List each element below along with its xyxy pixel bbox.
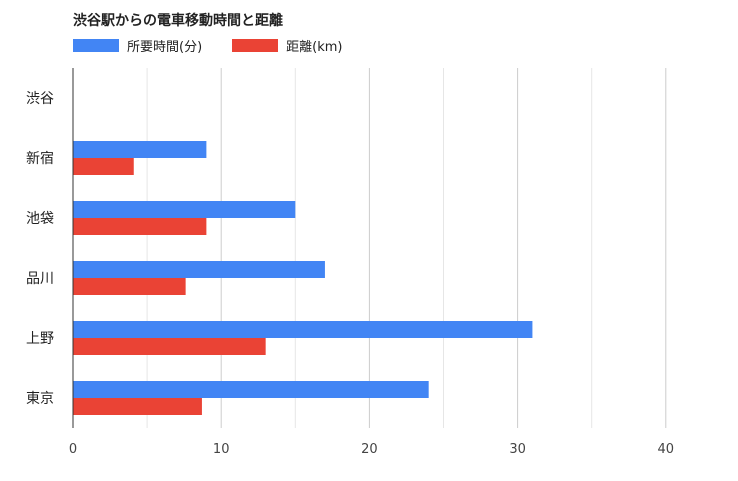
category-label-0: 渋谷: [26, 91, 54, 107]
legend-item-distance[interactable]: 距離(km): [232, 36, 343, 55]
bar-distance-4: [73, 338, 266, 355]
bar-distance-5: [73, 398, 202, 415]
bar-distance-3: [73, 278, 186, 295]
category-label-3: 品川: [26, 271, 54, 287]
category-label-4: 上野: [26, 331, 54, 347]
bar-duration-1: [73, 141, 207, 158]
x-tick-label-0: 0: [69, 442, 77, 457]
bar-duration-2: [73, 201, 296, 218]
x-tick-label-30: 30: [509, 442, 526, 457]
x-tick-label-10: 10: [213, 442, 230, 457]
legend: 所要時間(分) 距離(km): [73, 36, 373, 55]
bar-distance-1: [73, 158, 134, 175]
bar-duration-3: [73, 261, 325, 278]
bar-duration-4: [73, 321, 533, 338]
legend-swatch-distance: [232, 39, 279, 52]
category-label-5: 東京: [26, 391, 54, 407]
legend-label-duration: 所要時間(分): [127, 40, 203, 55]
bar-distance-2: [73, 218, 207, 235]
legend-label-distance: 距離(km): [286, 40, 343, 55]
legend-swatch-duration: [73, 39, 119, 52]
category-label-1: 新宿: [26, 150, 54, 167]
category-label-2: 池袋: [26, 211, 54, 227]
legend-item-duration[interactable]: 所要時間(分): [73, 36, 202, 55]
x-tick-label-40: 40: [658, 442, 675, 457]
x-tick-label-20: 20: [361, 442, 378, 457]
bar-duration-5: [73, 381, 429, 398]
chart-title: 渋谷駅からの電車移動時間と距離: [73, 13, 283, 29]
